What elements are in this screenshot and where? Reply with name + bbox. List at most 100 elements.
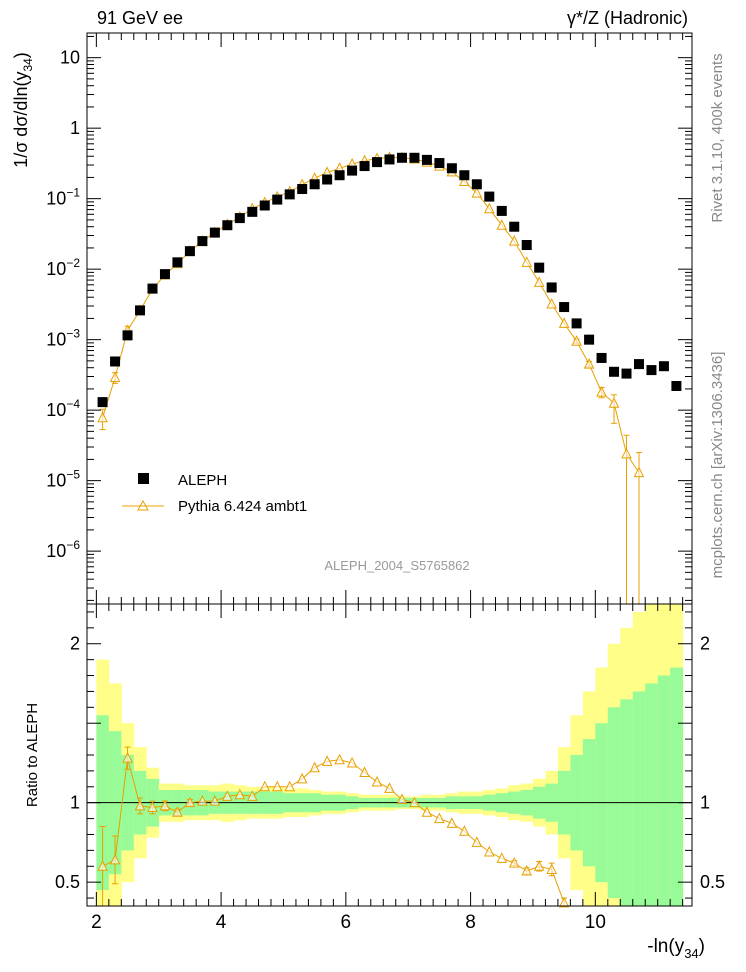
ratio-point: [197, 794, 208, 806]
aleph-point: [147, 283, 158, 294]
aleph-point: [509, 221, 520, 232]
main-ylabel-sub: 34: [21, 58, 35, 72]
pythia-point: [633, 466, 645, 478]
aleph-point: [571, 318, 582, 329]
main-y-axis: 10 1 10−1 10−2 10−3 10−4 10−5 10−6: [46, 35, 692, 601]
main-frame: [86, 32, 693, 605]
main-ylabel: 1/σ dσ/dln(y34): [11, 52, 35, 168]
aleph-point: [384, 154, 395, 165]
pythia-line: [102, 156, 640, 473]
ratio-y-axis: 0.5 0.5 1 1 2 2: [55, 611, 725, 899]
pythia-point: [496, 219, 508, 230]
ratio-point: [234, 788, 246, 800]
aleph-point: [322, 174, 333, 185]
ratio-point: [371, 775, 383, 787]
analysis-label: ALEPH_2004_S5765862: [324, 558, 469, 573]
ratio-ytick-label: 0.5: [55, 872, 80, 892]
ratio-point: [446, 817, 458, 828]
main-x-ticks: [95, 33, 684, 604]
main-ytick-label: 10−3: [46, 327, 80, 350]
pythia-point: [508, 234, 520, 246]
pythia-point: [459, 175, 470, 187]
legend-marker-pythia: [137, 499, 149, 511]
aleph-point: [446, 163, 457, 174]
aleph-point: [309, 179, 320, 190]
band-inner-bin: [632, 691, 646, 906]
ratio-xtick-label: 8: [465, 912, 476, 933]
aleph-point: [546, 282, 557, 293]
pythia-point: [583, 357, 595, 369]
ratio-point: [334, 753, 345, 765]
xlabel-main: -ln(y: [647, 936, 684, 957]
ratio-xtick-label: 10: [585, 912, 606, 933]
ratio-point: [533, 860, 545, 871]
pythia-point: [471, 186, 483, 198]
main-ylabel-main: 1/σ dσ/dln(y: [11, 72, 31, 168]
main-ytick-label: 10−2: [46, 256, 80, 279]
aleph-point: [284, 189, 295, 200]
header-right: γ*/Z (Hadronic): [567, 8, 688, 28]
pythia-point: [521, 256, 533, 267]
legend: ALEPH Pythia 6.424 ambt1: [122, 472, 307, 515]
ratio-point: [471, 836, 483, 847]
aleph-point: [559, 302, 570, 313]
ratio-point: [209, 794, 221, 806]
ratio-ylabel: Ratio to ALEPH: [24, 703, 41, 807]
aleph-point: [521, 240, 532, 251]
ratio-point: [321, 755, 333, 766]
ratio-point: [384, 782, 395, 793]
main-ytick-label: 10: [60, 48, 80, 68]
ratio-xlabel: -ln(y34): [647, 936, 705, 961]
ratio-point: [359, 766, 370, 777]
main-ytick-label: 10−5: [46, 468, 80, 491]
ratio-marks: [97, 746, 570, 908]
aleph-point: [359, 161, 370, 172]
aleph-point: [222, 220, 233, 231]
aleph-point: [334, 170, 345, 181]
ratio-point: [309, 761, 320, 773]
pythia-point: [558, 317, 570, 328]
ratio-point: [222, 790, 233, 801]
aleph-point: [409, 152, 420, 163]
aleph-point: [646, 365, 657, 376]
pythia-point: [109, 371, 121, 383]
pythia-point: [571, 335, 582, 346]
ratio-xtick-label: 2: [91, 912, 102, 933]
aleph-point: [135, 305, 146, 316]
ratio-ytick-label: 1: [70, 793, 80, 813]
ratio-point: [483, 845, 495, 857]
ratio-point: [396, 793, 408, 805]
ratio-point: [459, 825, 470, 836]
aleph-point: [347, 165, 358, 176]
ratio-ytick-label: 2: [70, 634, 80, 654]
ratio-point: [271, 780, 283, 792]
main-ytick-label: 1: [70, 118, 80, 138]
ratio-ytick-label-right: 2: [700, 634, 710, 654]
aleph-point: [484, 191, 495, 202]
aleph-point: [421, 154, 432, 165]
pythia-point: [97, 411, 108, 423]
main-panel: 10 1 10−1 10−2 10−3 10−4 10−5 10−6 1/σ dσ/dln(y…: [11, 32, 693, 605]
pythia-point: [483, 202, 495, 214]
ratio-panel: 0.5 0.5 1 1 2 2 2 4 6 8 10 Ratio to ALEPH -ln(y34…: [24, 603, 725, 961]
main-ytick-label: 10−1: [46, 186, 80, 209]
ratio-point: [508, 856, 520, 868]
aleph-point: [584, 334, 595, 345]
aleph-point: [197, 236, 208, 247]
aleph-point: [372, 157, 383, 168]
pythia-point: [546, 297, 557, 309]
aleph-point: [658, 361, 669, 372]
main-ytick-label: 10−6: [46, 538, 80, 561]
legend-label-pythia: Pythia 6.424 ambt1: [178, 498, 307, 515]
aleph-point: [434, 158, 445, 169]
pythia-point: [608, 397, 620, 408]
aleph-point: [596, 352, 607, 363]
aleph-point: [396, 152, 407, 163]
ratio-point: [97, 860, 108, 871]
aleph-point: [172, 257, 183, 268]
aleph-point: [122, 330, 133, 341]
rivet-label: Rivet 3.1.10, 400k events: [709, 53, 726, 222]
ratio-ytick-label-right: 1: [700, 793, 710, 813]
ratio-point: [122, 752, 133, 763]
